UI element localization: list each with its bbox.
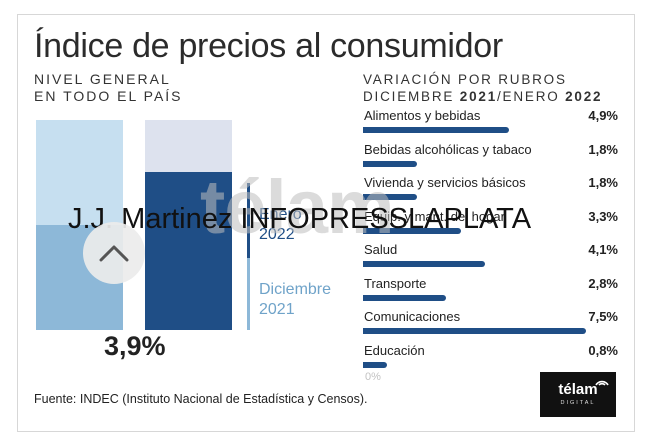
rubro-bar	[363, 194, 417, 200]
diciembre-column-upper	[36, 120, 123, 225]
rubro-bar	[363, 361, 387, 368]
rubro-row: Salud 4,1%	[363, 242, 618, 276]
legend-diciembre-marker	[247, 258, 250, 330]
rubro-row: Bebidas alcohólicas y tabaco 1,8%	[363, 142, 618, 176]
signal-icon	[595, 380, 609, 386]
rubros-subtitle-mid: /ENERO	[497, 89, 566, 104]
enero-column-upper	[145, 120, 232, 172]
scroll-up-button[interactable]	[83, 222, 145, 284]
rubro-value-label: 1,8%	[588, 175, 618, 190]
rubro-row: Equip. y mant. del hogar 3,3%	[363, 209, 618, 243]
infographic-card: Índice de precios al consumidor NIVEL GE…	[17, 14, 635, 432]
legend-enero: Enero 2022	[259, 205, 302, 245]
rubros-subtitle: VARIACIÓN POR RUBROS DICIEMBRE 2021/ENER…	[363, 71, 602, 105]
legend-enero-marker	[247, 183, 250, 258]
rubro-row: Vivienda y servicios básicos 1,8%	[363, 175, 618, 209]
axis-min-label: 0%	[365, 371, 381, 383]
rubro-bar	[363, 328, 586, 334]
page-title: Índice de precios al consumidor	[34, 27, 503, 65]
source-note: Fuente: INDEC (Instituto Nacional de Est…	[34, 392, 368, 406]
rubro-bar	[363, 294, 446, 301]
rubros-subtitle-year2: 2022	[565, 89, 603, 104]
rubro-value-label: 1,8%	[588, 141, 618, 157]
rubro-row: Alimentos y bebidas 4,9%	[363, 108, 618, 142]
legend-diciembre: Diciembre 2021	[259, 280, 331, 320]
telam-logo-sub: DIGITAL	[560, 400, 596, 406]
rubro-value-label: 2,8%	[588, 275, 618, 291]
rubros-subtitle-line2: DICIEMBRE 2021/ENERO 2022	[363, 88, 602, 105]
legend-enero-month: Enero	[259, 206, 302, 223]
rubro-label: Comunicaciones	[364, 309, 461, 324]
general-subtitle-line2: EN TODO EL PAÍS	[34, 88, 183, 104]
rubro-value-label: 4,9%	[588, 108, 618, 123]
rubro-bar	[363, 227, 461, 234]
rubro-value-label: 3,3%	[588, 208, 618, 224]
rubro-label: Equip. y mant. del hogar	[364, 208, 505, 224]
rubro-label: Educación	[364, 342, 425, 358]
rubro-label: Salud	[364, 242, 398, 257]
rubro-label: Alimentos y bebidas	[364, 108, 481, 123]
rubro-value-label: 7,5%	[588, 309, 618, 324]
legend-enero-year: 2022	[259, 226, 295, 243]
rubro-row: Educación 0,8%	[363, 343, 618, 377]
rubro-label: Transporte	[364, 275, 427, 291]
rubro-value-label: 4,1%	[588, 242, 618, 257]
rubro-bar	[363, 261, 485, 267]
general-value: 3,9%	[104, 331, 166, 361]
enero-column-lower	[145, 172, 232, 330]
telam-logo-text: télam	[558, 381, 598, 398]
rubro-row: Comunicaciones 7,5%	[363, 309, 618, 343]
legend-diciembre-month: Diciembre	[259, 281, 332, 298]
rubros-subtitle-pre: DICIEMBRE	[363, 89, 460, 104]
telam-watermark: télam	[200, 165, 395, 250]
general-column-enero	[145, 120, 232, 330]
general-subtitle-line1: NIVEL GENERAL	[34, 71, 171, 87]
general-subtitle: NIVEL GENERAL EN TODO EL PAÍS	[34, 71, 183, 105]
rubros-subtitle-year1: 2021	[459, 89, 497, 104]
rubro-bar	[363, 160, 417, 167]
rubros-subtitle-line1: VARIACIÓN POR RUBROS	[363, 72, 567, 87]
telam-logo: télam DIGITAL	[540, 372, 616, 417]
rubro-value-label: 0,8%	[588, 342, 618, 358]
credit-watermark: J.J. Martinez INFOPRESSLAPLATA	[68, 203, 532, 235]
legend-diciembre-year: 2021	[259, 301, 295, 318]
rubro-bar	[363, 127, 509, 133]
rubro-row: Transporte 2,8%	[363, 276, 618, 310]
rubro-label: Bebidas alcohólicas y tabaco	[364, 141, 532, 157]
chevron-up-icon	[99, 245, 129, 262]
rubro-label: Vivienda y servicios básicos	[364, 175, 526, 190]
